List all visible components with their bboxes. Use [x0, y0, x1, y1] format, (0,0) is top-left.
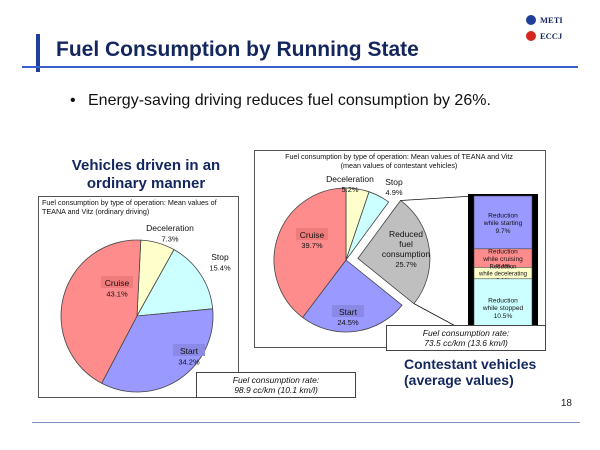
title-underline [22, 66, 578, 68]
breakdown-reduction-while-stopped-name-label: while stopped [482, 305, 524, 312]
left-deceleration-name-label: Deceleration [146, 223, 194, 233]
breakdown-reduction-while-starting-name-label: Reduction [488, 213, 518, 220]
right-chart-title: Fuel consumption by type of operation: M… [258, 152, 540, 170]
left-cruise-name-label: Cruise [105, 278, 130, 288]
right-stop-name-label: Stop [385, 177, 403, 187]
right-reduced-fuel-consumption-name-label: fuel [399, 239, 413, 249]
breakdown-reduction-while-cruising-name-label: while cruising [482, 256, 523, 263]
left-pie-chart: Deceleration 7.3% Stop 15.4% Start 34.2% Cruis… [60, 223, 231, 393]
breakdown-reduction-while-decelerating-name-label: Reduction [489, 265, 516, 271]
left-fuel-rate-label: Fuel consumption rate: [232, 375, 320, 385]
left-chart-caption: Vehicles driven in an ordinary manner [71, 157, 221, 192]
left-stop-name-label: Stop [211, 252, 229, 262]
breakdown-reduction-while-decelerating-name-label: while decelerating [478, 272, 527, 278]
right-reduced-fuel-consumption-name-label: Reduced [389, 229, 423, 239]
left-fuel-rate: Fuel consumption rate: 98.9 cc/km (10.1 … [196, 372, 356, 398]
right-fuel-rate-label: Fuel consumption rate: [422, 328, 510, 338]
right-start-value-label: 24.5% [337, 318, 359, 327]
eccj-logo-icon [526, 31, 536, 41]
left-deceleration-value-label: 7.3% [161, 235, 178, 244]
right-start-name-label: Start [339, 307, 358, 317]
right-cruise-value-label: 39.7% [301, 241, 323, 250]
breakdown-reduction-while-stopped-name-label: Reduction [488, 298, 518, 305]
page-number: 18 [560, 398, 572, 409]
left-slice-stop [136, 249, 214, 317]
connector-line-top [400, 195, 475, 201]
right-chart-subtitle: (mean values of contestant vehicles) [340, 160, 458, 170]
left-slice-cruise [60, 239, 142, 384]
right-fuel-rate-value: 73.5 cc/km (13.6 km/l) [424, 338, 508, 348]
logo-eccj-text: ECCJ [540, 31, 563, 41]
right-cruise-label-box [296, 228, 328, 240]
left-slice-start [101, 308, 214, 393]
right-reduced-fuel-consumption-value-label: 25.7% [395, 260, 417, 269]
left-start-name-label: Start [180, 346, 199, 356]
left-stop-value-label: 15.4% [209, 264, 231, 273]
right-fuel-rate: Fuel consumption rate: 73.5 cc/km (13.6 … [386, 325, 546, 351]
left-cruise-value-label: 43.1% [106, 290, 128, 299]
bullet-text: Energy-saving driving reduces fuel consu… [88, 92, 491, 109]
breakdown-reduction-while-starting-name-label: while starting [483, 220, 523, 227]
right-cruise-name-label: Cruise [300, 230, 325, 240]
breakdown-reduction-while-cruising-name-label: Reduction [488, 248, 518, 255]
right-deceleration-value-label: 5.2% [341, 185, 358, 194]
right-reduced-fuel-consumption-name-label: consumption [382, 249, 430, 259]
right-deceleration-name-label: Deceleration [326, 174, 374, 184]
footer-rule [32, 422, 580, 423]
left-start-label-box [173, 344, 205, 356]
breakdown-reduction-while-starting-value-label: 9.7% [495, 228, 510, 235]
left-fuel-rate-value: 98.9 cc/km (10.1 km/l) [234, 385, 318, 395]
bullet-point: • Energy-saving driving reduces fuel cons… [70, 92, 491, 110]
right-slice-start [302, 259, 403, 333]
left-start-value-label: 34.2% [178, 358, 200, 367]
right-start-label-box [332, 305, 364, 317]
page-title: Fuel Consumption by Running State [56, 38, 419, 61]
left-chart-title: Fuel consumption by type of operation: M… [42, 198, 217, 216]
logo-meti-text: METI [540, 15, 563, 25]
meti-eccj-logo: METI ECCJ [522, 12, 582, 48]
title-accent-bar [36, 34, 40, 72]
right-slice-reduced-fuel-consumption [357, 199, 431, 305]
bullet-icon: • [70, 92, 76, 109]
left-cruise-label-box [101, 276, 133, 288]
right-slice-stop [345, 191, 390, 261]
breakdown-reduction-while-cruising-value-label: 3.4% [495, 264, 510, 271]
right-chart-caption: Contestant vehicles (average values) [404, 356, 537, 388]
breakdown-segment-reduction-while-starting [473, 195, 533, 250]
meti-logo-icon [526, 15, 536, 25]
right-stop-value-label: 4.9% [385, 188, 402, 197]
right-chart-title-line: Fuel consumption by type of operation: M… [285, 152, 513, 161]
right-slice-cruise [273, 187, 347, 319]
breakdown-reduction-while-stopped-value-label: 10.5% [494, 313, 513, 320]
